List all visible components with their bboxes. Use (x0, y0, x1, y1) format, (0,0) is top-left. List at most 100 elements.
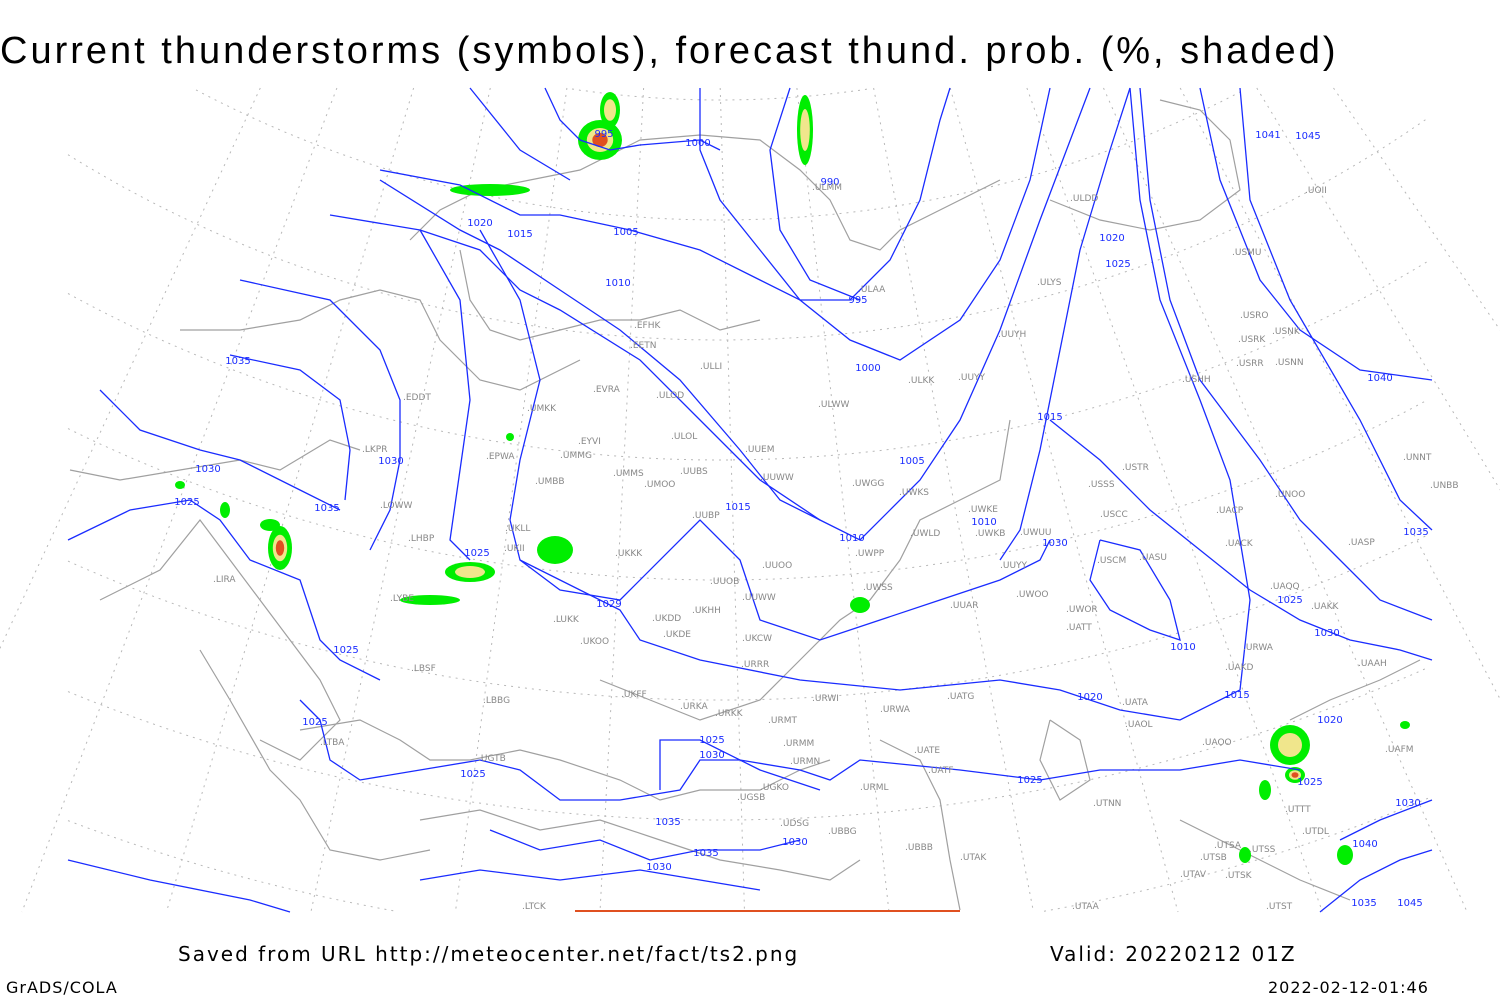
isobar-label: 1035 (655, 817, 680, 828)
station-label: .UBBG (828, 827, 857, 837)
station-label: .UAAH (1358, 659, 1387, 669)
isobar-label: 1041 (1255, 130, 1280, 141)
station-label: .UAOL (1125, 720, 1153, 730)
station-label: .URWA (1243, 643, 1274, 653)
map-title: Current thunderstorms (symbols), forecas… (0, 30, 1339, 72)
station-label: .USCC (1100, 510, 1128, 520)
station-label: .UASU (1139, 553, 1167, 563)
coastline (419, 809, 861, 881)
isobar-label: 1025 (1297, 777, 1322, 788)
thunderstorm-prob-area (506, 433, 514, 441)
station-label: .URKK (715, 709, 744, 719)
station-label: .USTR (1122, 463, 1149, 473)
station-label: .UAFM (1385, 745, 1414, 755)
isobar-label: 1025 (1277, 595, 1302, 606)
station-label: .ULOD (656, 391, 684, 401)
meridian-line (310, 87, 491, 913)
station-label: .LIRA (213, 575, 236, 585)
isobar-label: 1020 (1099, 233, 1124, 244)
station-label: .UTSK (1225, 871, 1253, 881)
station-label: .UTAV (1180, 870, 1207, 880)
station-label: .UKII (504, 544, 525, 554)
station-label: .URMN (790, 757, 820, 767)
isobar (379, 87, 951, 301)
isobar-label: 1020 (1077, 692, 1102, 703)
station-label: .UKLL (505, 524, 530, 534)
meridian-line (1256, 87, 1500, 491)
station-label: .URRR (741, 660, 769, 670)
thunderstorm-prob-area (850, 597, 870, 613)
station-label: .UUOB (710, 577, 739, 587)
station-label: .UKDD (652, 614, 681, 624)
station-label: .USMU (1232, 248, 1262, 258)
isobar-label: 1010 (971, 517, 996, 528)
isobar (469, 87, 571, 181)
thunderstorm-prob-area (1278, 733, 1302, 757)
valid-time-text: Valid: 20220212 01Z (1050, 942, 1297, 966)
station-label: .UACK (1225, 539, 1254, 549)
station-label: .USHH (1182, 375, 1211, 385)
isobar-label: 1030 (646, 862, 671, 873)
isobar-label: 1035 (693, 848, 718, 859)
isobar (419, 229, 471, 561)
isobar-label: 1010 (839, 533, 864, 544)
station-label: .UWGG (852, 479, 884, 489)
parallel-line (1043, 797, 1429, 912)
station-label: .UATA (1122, 698, 1149, 708)
station-label: .UMBB (535, 477, 565, 487)
isobar-label: 1015 (725, 502, 750, 513)
station-label: .UKFF (621, 690, 647, 700)
station-label: .URML (860, 783, 888, 793)
parallel-line (195, 89, 1245, 221)
station-label: .ULMM (812, 183, 842, 193)
station-label: .UMKK (527, 404, 557, 414)
thunderstorm-prob-area (175, 481, 185, 489)
station-label: .UGKO (760, 783, 789, 793)
station-label: .UDSG (780, 819, 809, 829)
isobar-label: 1030 (1395, 798, 1420, 809)
station-label: .URKA (680, 702, 708, 712)
station-label: .ULAA (858, 285, 886, 295)
station-label: .UAOO (1202, 738, 1232, 748)
coastline (180, 289, 581, 391)
generation-timestamp: 2022-02-12-01:46 (1268, 978, 1429, 997)
station-label: .UUEM (745, 445, 775, 455)
station-label: .UUYH (998, 330, 1026, 340)
isobar (699, 87, 1051, 361)
station-label: .ULOL (671, 432, 697, 442)
station-label: .UAQQ (1270, 582, 1300, 592)
station-label: .UKDE (663, 630, 691, 640)
grid-lines (0, 87, 1500, 913)
parallel-line (67, 260, 1429, 461)
station-label: .LBSF (411, 664, 436, 674)
station-label: .USRK (1238, 335, 1266, 345)
coastline (459, 249, 761, 341)
isobar (67, 499, 381, 681)
station-label: .UTDL (1302, 827, 1329, 837)
isobar-label: 1040 (1367, 373, 1392, 384)
isobar (659, 739, 821, 791)
meridian-line (599, 87, 645, 913)
isobar-label: 1035 (1351, 898, 1376, 909)
parallel-line (67, 820, 397, 912)
isobar-label: 1025 (460, 769, 485, 780)
isobar-label: 1030 (782, 837, 807, 848)
station-label: .UMMS (613, 469, 644, 479)
thunderstorm-prob-area (220, 502, 230, 518)
isobar (769, 87, 861, 301)
meridian-line (1333, 87, 1500, 331)
station-label: .UUWW (760, 473, 794, 483)
station-label: .UGTB (478, 754, 506, 764)
meridian-line (454, 87, 568, 913)
coastline (1289, 659, 1421, 721)
station-label: .ULDD (1070, 194, 1098, 204)
station-label: .UWLD (910, 529, 940, 539)
isobar-label: 1030 (378, 456, 403, 467)
station-label: .UATG (947, 692, 974, 702)
station-label: .USSS (1088, 480, 1115, 490)
thunderstorm-prob-area (450, 184, 530, 196)
station-label: .LTCK (522, 902, 547, 912)
thunderstorm-prob-area (1291, 772, 1299, 778)
isobar (99, 389, 341, 511)
isobar-label: 1005 (899, 456, 924, 467)
